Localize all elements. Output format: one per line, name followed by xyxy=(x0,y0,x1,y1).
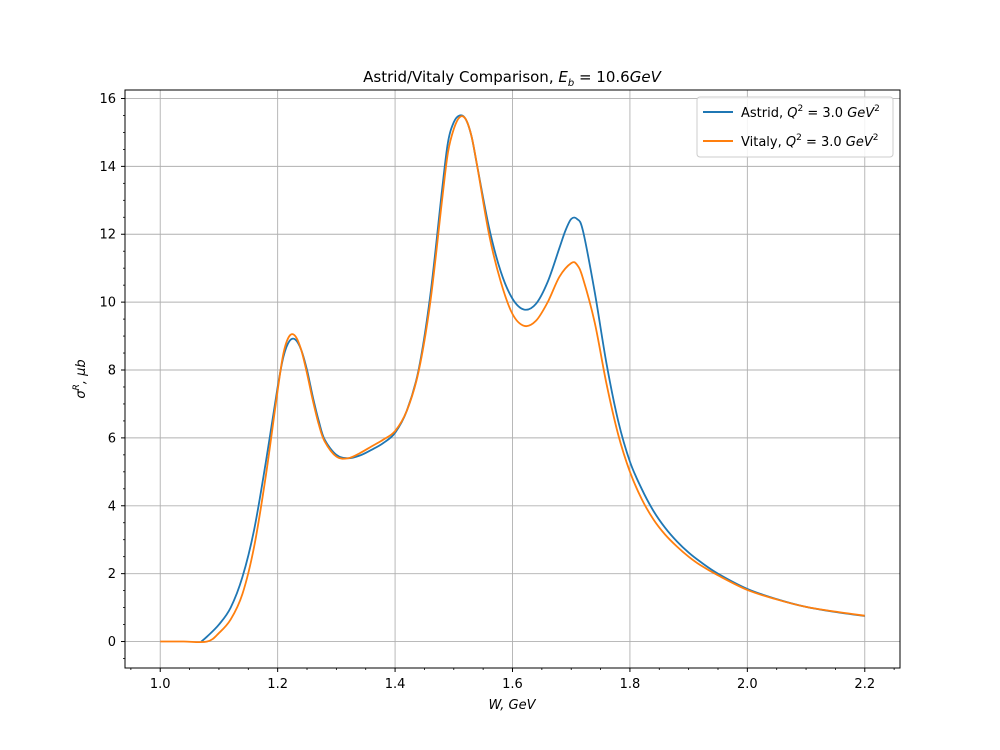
x-tick-label: 1.2 xyxy=(267,677,288,692)
x-tick-label: 2.2 xyxy=(854,677,875,692)
y-tick-label: 14 xyxy=(99,160,116,175)
x-tick-label: 1.0 xyxy=(150,677,171,692)
axis-ticks: 1.0 1.2 1.4 1.6 1.8 2.0 2.2 0 2 4 6 8 10 12 14 16 xyxy=(99,92,895,692)
legend: Astrid, Q2 = 3.0 GeV2 Vitaly, Q2 = 3.0 G… xyxy=(696,96,894,158)
legend-box xyxy=(696,96,894,158)
x-tick-label: 2.0 xyxy=(737,677,758,692)
y-tick-label: 0 xyxy=(108,635,116,650)
x-tick-label: 1.4 xyxy=(385,677,406,692)
x-tick-label: 1.8 xyxy=(620,677,641,692)
series-line-vitaly xyxy=(160,115,865,644)
x-axis-label: W, GeV xyxy=(488,698,536,713)
legend-label-vitaly: Vitaly, Q2 = 3.0 GeV2 xyxy=(741,133,879,150)
y-tick-label: 8 xyxy=(108,364,116,379)
x-tick-label: 1.6 xyxy=(502,677,523,692)
y-tick-label: 10 xyxy=(99,296,116,311)
plot-lines xyxy=(160,114,865,644)
y-tick-label: 4 xyxy=(108,499,116,514)
y-tick-label: 12 xyxy=(99,228,116,243)
y-tick-label: 6 xyxy=(108,431,116,446)
series-line-astrid xyxy=(200,114,865,643)
y-tick-label: 16 xyxy=(99,92,116,107)
chart-title: Astrid/Vitaly Comparison, Eb = 10.6GeV xyxy=(363,68,662,89)
grid xyxy=(125,90,900,668)
y-tick-label: 2 xyxy=(108,567,116,582)
y-axis-label: σR, μb xyxy=(72,359,89,398)
legend-label-astrid: Astrid, Q2 = 3.0 GeV2 xyxy=(741,104,880,121)
